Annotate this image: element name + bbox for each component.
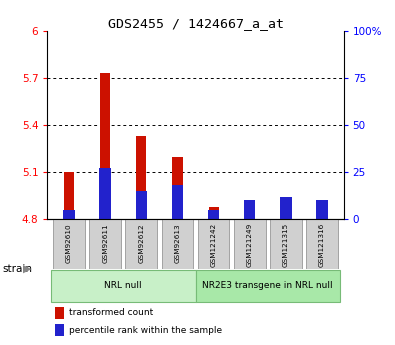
Bar [63, 210, 75, 219]
FancyBboxPatch shape [55, 324, 64, 336]
Bar [135, 191, 147, 219]
Bar [100, 168, 111, 219]
Text: GSM92612: GSM92612 [138, 223, 144, 263]
Bar [316, 200, 328, 219]
Text: strain: strain [2, 264, 32, 274]
Bar [100, 73, 110, 219]
Text: GSM121316: GSM121316 [319, 223, 325, 267]
Bar [172, 185, 183, 219]
FancyBboxPatch shape [234, 219, 265, 269]
FancyBboxPatch shape [162, 219, 194, 269]
Text: transformed count: transformed count [69, 308, 153, 317]
Bar [280, 197, 292, 219]
Text: GSM92613: GSM92613 [175, 223, 181, 263]
Bar [317, 208, 327, 219]
Bar [281, 216, 291, 219]
Bar [209, 207, 219, 219]
Bar [136, 136, 147, 219]
Text: GSM121315: GSM121315 [283, 223, 289, 267]
FancyBboxPatch shape [89, 219, 121, 269]
FancyBboxPatch shape [306, 219, 338, 269]
Bar [208, 210, 219, 219]
Bar [64, 172, 74, 219]
FancyBboxPatch shape [198, 219, 229, 269]
Title: GDS2455 / 1424667_a_at: GDS2455 / 1424667_a_at [107, 17, 284, 30]
Text: GSM92610: GSM92610 [66, 223, 72, 263]
FancyBboxPatch shape [53, 219, 85, 269]
Text: ▶: ▶ [23, 264, 32, 274]
Text: GSM121249: GSM121249 [247, 223, 253, 267]
FancyBboxPatch shape [55, 307, 64, 319]
FancyBboxPatch shape [126, 219, 157, 269]
Text: NR2E3 transgene in NRL null: NR2E3 transgene in NRL null [203, 281, 333, 290]
Text: GSM92611: GSM92611 [102, 223, 108, 263]
Text: NRL null: NRL null [104, 281, 142, 290]
FancyBboxPatch shape [196, 270, 340, 302]
Bar [244, 200, 256, 219]
FancyBboxPatch shape [270, 219, 302, 269]
Text: percentile rank within the sample: percentile rank within the sample [69, 326, 222, 335]
FancyBboxPatch shape [51, 270, 196, 302]
Bar [245, 208, 255, 219]
Text: GSM121242: GSM121242 [211, 223, 216, 267]
Bar [172, 157, 182, 219]
